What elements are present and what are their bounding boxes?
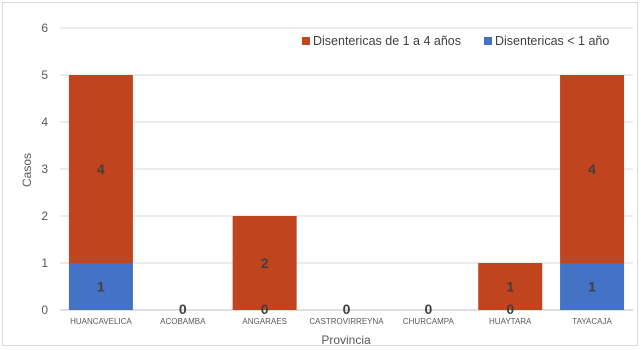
bar-segment	[478, 263, 543, 310]
y-tick-label: 4	[41, 115, 48, 129]
data-label: 4	[588, 161, 596, 177]
legend-label: Disentericas < 1 año	[495, 34, 609, 48]
data-label: 0	[424, 301, 432, 317]
data-labels: 1 4 0 0 2 0 0 0 1 1 4	[97, 161, 596, 317]
y-tick-label: 3	[41, 162, 48, 176]
data-label: 0	[506, 301, 514, 317]
y-tick-label: 1	[41, 256, 48, 270]
x-axis-title: Provincia	[321, 333, 371, 347]
data-label: 2	[261, 255, 269, 271]
gridlines	[60, 27, 633, 311]
x-category-label: CASTROVIRREYNA	[309, 317, 384, 326]
data-label: 0	[179, 301, 187, 317]
legend-label: Disentericas de 1 a 4 años	[313, 34, 461, 48]
x-category-label: HUAYTARA	[489, 317, 532, 326]
y-axis-ticks: 0 1 2 3 4 5 6	[41, 21, 48, 317]
y-tick-label: 6	[41, 21, 48, 35]
bar-segment	[232, 216, 297, 310]
data-label: 4	[97, 161, 105, 177]
y-tick-label: 2	[41, 209, 48, 223]
y-axis-title: Casos	[20, 153, 34, 187]
x-category-label: TAYACAJA	[572, 317, 612, 326]
x-axis-categories: HUANCAVELICA ACOBAMBA ANGARAES CASTROVIRREY…	[70, 317, 612, 326]
data-label: 0	[343, 301, 351, 317]
data-label: 0	[261, 301, 269, 317]
x-category-label: HUANCAVELICA	[70, 317, 132, 326]
legend: Disentericas de 1 a 4 años Disentericas <…	[302, 34, 609, 48]
bar-segment	[560, 75, 625, 263]
legend-swatch	[484, 37, 492, 45]
bars	[68, 75, 625, 310]
x-category-label: ANGARAES	[242, 317, 286, 326]
data-label: 1	[588, 279, 596, 295]
bar-segment	[68, 263, 133, 310]
bar-segment	[560, 263, 625, 310]
x-category-label: CHURCAMPA	[403, 317, 455, 326]
y-tick-label: 5	[41, 68, 48, 82]
data-label: 1	[97, 279, 105, 295]
bar-segment	[68, 75, 133, 263]
legend-swatch	[302, 37, 310, 45]
x-category-label: ACOBAMBA	[160, 317, 206, 326]
data-label: 1	[506, 279, 514, 295]
y-tick-label: 0	[41, 303, 48, 317]
